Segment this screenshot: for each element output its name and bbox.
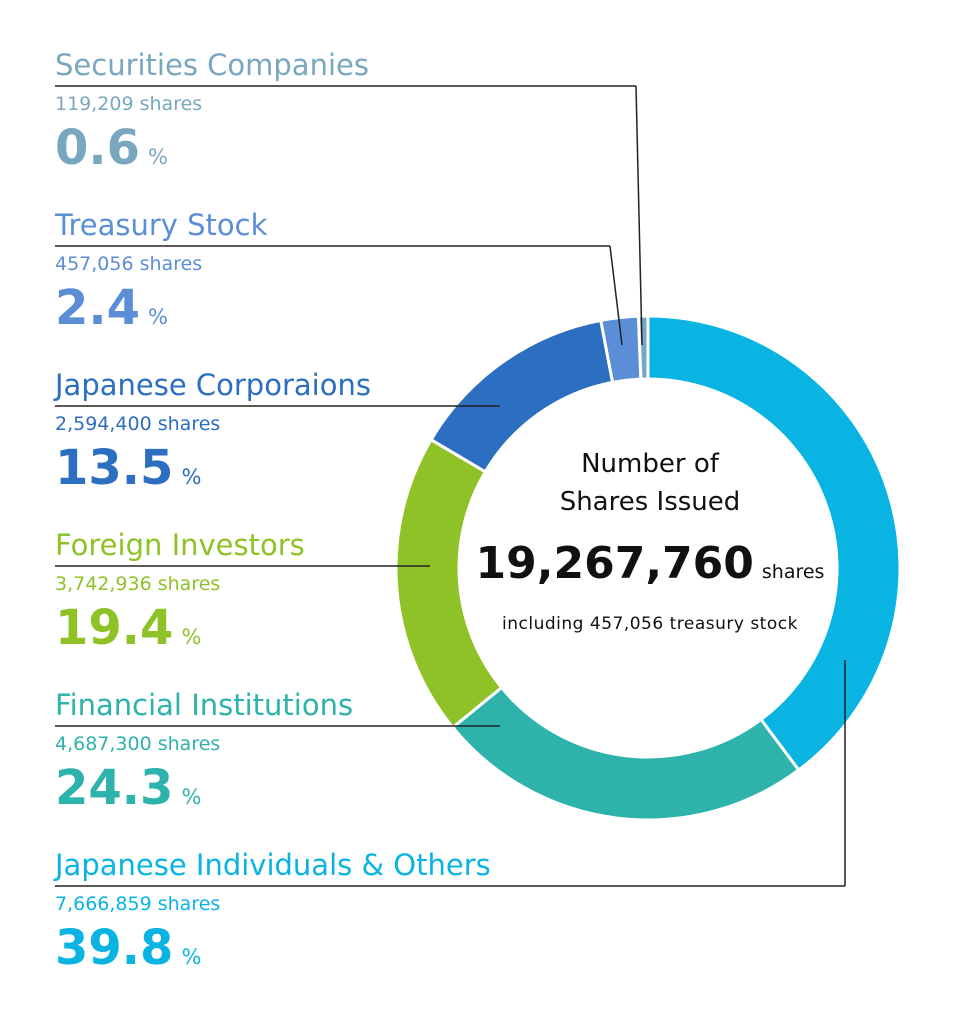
category-percent: 13.5 (55, 440, 174, 496)
donut-slices (394, 314, 902, 822)
donut-slice-securities-companies (636, 314, 650, 381)
category-percent: 0.6 (55, 120, 141, 176)
category-shares: 2,594,400 shares (55, 413, 221, 435)
category-percent: 39.8 (55, 920, 174, 976)
category-percent-row: 13.5% (55, 440, 371, 507)
category-percent: 19.4 (55, 600, 174, 656)
category-name: Foreign Investors (55, 528, 305, 562)
category-name: Japanese Individuals & Others (55, 848, 491, 882)
category-label-block: Financial Institutions 4,687,300 shares 24… (55, 688, 353, 827)
leader-line-segment (609, 245, 623, 346)
center-title-line1: Number of (581, 449, 719, 479)
category-label-block: Japanese Individuals & Others 7,666,859 s… (55, 848, 491, 987)
percent-unit: % (148, 145, 168, 169)
category-percent-row: 0.6% (55, 120, 369, 187)
center-total-unit: shares (761, 561, 825, 583)
percent-unit: % (181, 625, 202, 649)
category-percent: 2.4 (55, 280, 141, 336)
donut-slice-japanese-individuals-others (646, 314, 902, 773)
category-label-block: Treasury Stock 457,056 shares 2.4% (55, 208, 267, 347)
category-shares: 119,209 shares (55, 93, 203, 115)
category-name: Financial Institutions (55, 688, 354, 722)
category-shares: 457,056 shares (55, 253, 203, 275)
category-shares: 4,687,300 shares (55, 733, 221, 755)
leader-line-segment (635, 85, 643, 346)
center-note: including 457,056 treasury stock (502, 614, 798, 634)
category-label-block: Japanese Corporaions 2,594,400 shares 13.5… (55, 368, 371, 507)
category-percent-row: 19.4% (55, 600, 305, 667)
category-label-block: Securities Companies 119,209 shares 0.6% (55, 48, 369, 187)
center-title-line2: Shares Issued (559, 487, 741, 517)
category-percent-row: 39.8% (55, 920, 491, 987)
center-title: Number of Shares Issued (520, 445, 780, 521)
category-percent-row: 2.4% (55, 280, 267, 347)
category-shares: 7,666,859 shares (55, 893, 221, 915)
percent-unit: % (148, 305, 168, 329)
category-name: Japanese Corporaions (55, 368, 371, 402)
percent-unit: % (181, 785, 202, 809)
center-total-row: 19,267,760 shares (470, 538, 830, 589)
category-shares: 3,742,936 shares (55, 573, 221, 595)
category-percent: 24.3 (55, 760, 174, 816)
category-label-block: Foreign Investors 3,742,936 shares 19.4% (55, 528, 305, 667)
category-percent-row: 24.3% (55, 760, 353, 827)
percent-unit: % (181, 945, 202, 969)
percent-unit: % (181, 465, 202, 489)
category-name: Securities Companies (55, 48, 369, 82)
category-name: Treasury Stock (55, 208, 268, 242)
donut-slice-financial-institutions (450, 685, 801, 822)
leader-lines (55, 85, 846, 887)
center-total: 19,267,760 (475, 538, 754, 589)
